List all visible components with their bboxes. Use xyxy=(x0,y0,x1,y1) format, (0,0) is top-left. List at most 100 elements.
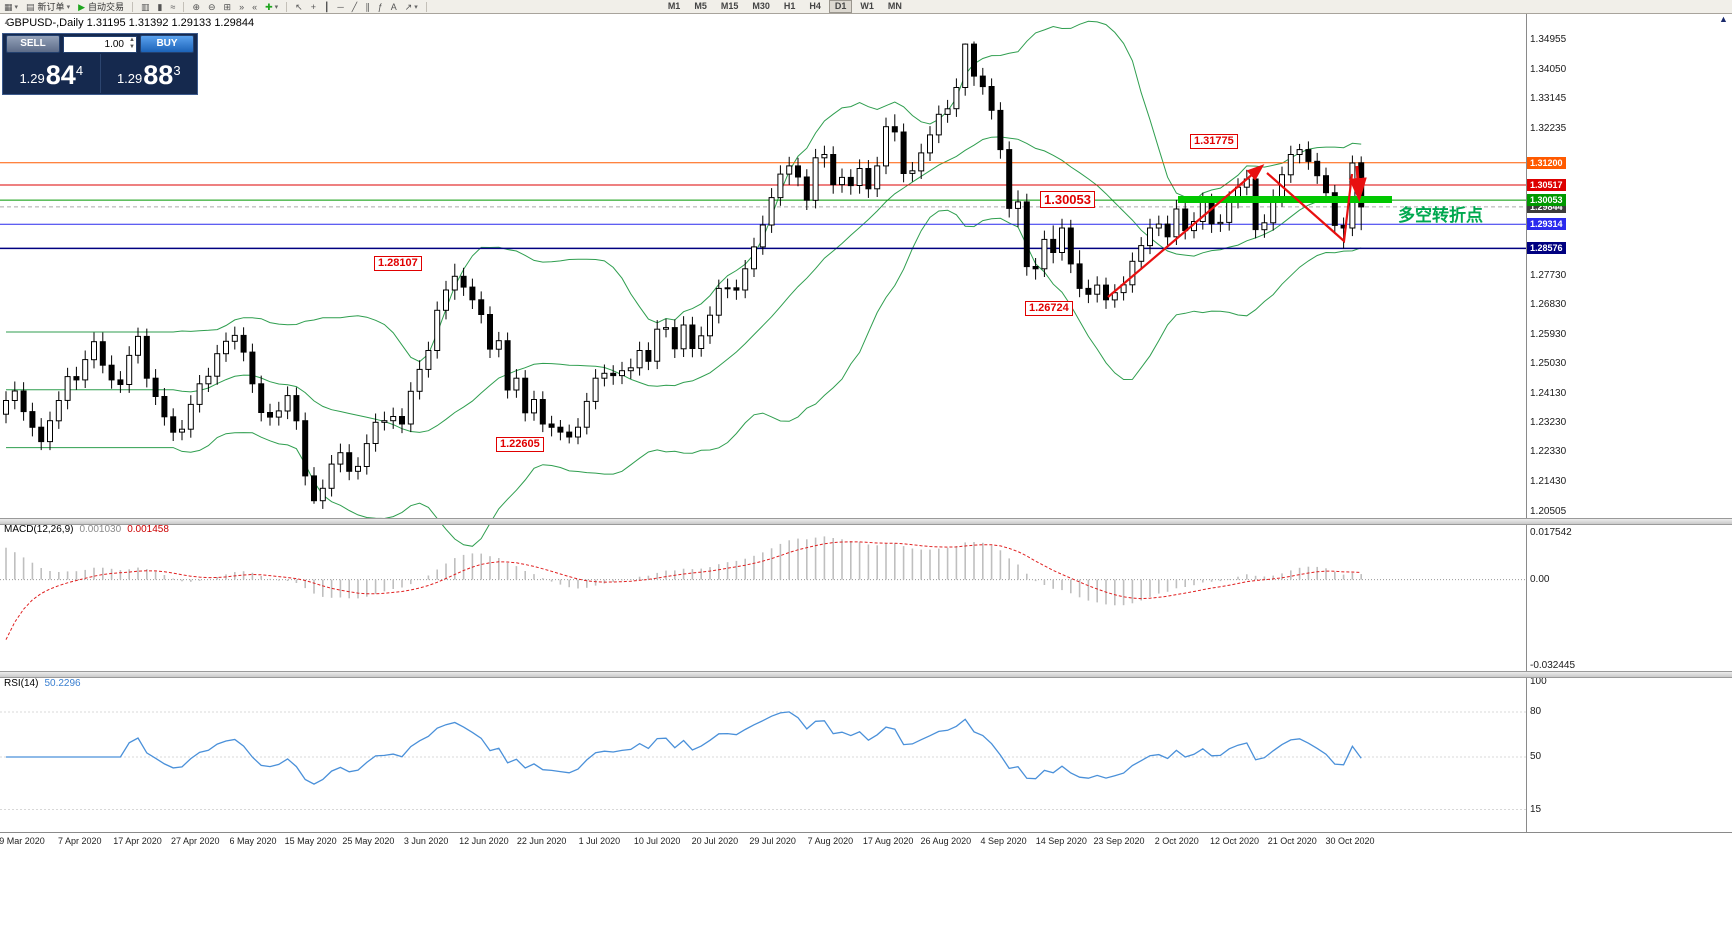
line-chart-button[interactable]: ≈ xyxy=(167,1,178,13)
timeframe-m1-button[interactable]: M1 xyxy=(667,1,681,11)
panel-splitter[interactable] xyxy=(0,518,1732,525)
toolbar: ▦ ▾ ▤ 新订单 ▾ ▶ 自动交易 ▥ ▮ ≈ ⊕ ⊖ ⊞» «✚ ▾ ↖ + ┃ ─ ╱ ∥ ƒ A ↗ ▾ M1 M5 M15… xyxy=(0,0,1732,14)
date-label: 15 May 2020 xyxy=(284,836,337,846)
cursor-icon: ↖ xyxy=(295,1,303,12)
price-note[interactable]: 1.31775 xyxy=(1190,134,1238,149)
zoom-out-icon: ⊖ xyxy=(207,1,216,12)
candles-group xyxy=(3,41,1365,509)
date-label: 10 Jul 2020 xyxy=(633,836,681,846)
timeframe-w1-button[interactable]: W1 xyxy=(860,1,874,11)
rsi-axis-tick: 50 xyxy=(1530,751,1542,762)
vertical-line-button[interactable]: ┃ xyxy=(321,1,332,13)
bollinger-middle-band xyxy=(6,136,1362,433)
zoom-out-button[interactable]: ⊖ xyxy=(205,1,219,13)
panel-splitter[interactable] xyxy=(0,671,1732,678)
date-label: 17 Apr 2020 xyxy=(113,836,162,846)
tile-windows-button[interactable]: ⊞ xyxy=(221,1,235,13)
horizontal-line-button[interactable]: ─ xyxy=(334,1,346,13)
toolbar-separator xyxy=(286,1,288,12)
lot-decrease-icon[interactable]: ▼ xyxy=(129,43,135,50)
macd-label: MACD(12,26,9) xyxy=(4,524,74,535)
one-click-toggle-icon[interactable]: ▲ xyxy=(3,17,11,26)
lot-size-input[interactable]: 1.00 ▲ ▼ xyxy=(63,35,137,53)
price-tick: 1.34050 xyxy=(1530,63,1567,75)
date-label: 22 Jun 2020 xyxy=(516,836,567,846)
date-label: 2 Oct 2020 xyxy=(1154,836,1199,846)
trend-arrow[interactable] xyxy=(1348,165,1367,202)
channel-icon: ∥ xyxy=(365,1,370,12)
caret-down-icon: ▾ xyxy=(414,3,418,11)
timeframe-mn-button[interactable]: MN xyxy=(887,1,902,11)
date-label: 6 May 2020 xyxy=(229,836,277,846)
bar-chart-button[interactable]: ▥ xyxy=(138,1,153,13)
autotrade-button[interactable]: ▶ 自动交易 xyxy=(75,1,127,13)
cursor-button[interactable]: ↖ xyxy=(292,1,306,13)
rsi-axis-tick: 100 xyxy=(1530,676,1547,687)
date-label: 14 Sep 2020 xyxy=(1035,836,1087,846)
macd-axis-tick: 0.017542 xyxy=(1530,526,1572,538)
indicators-icon: ✚ xyxy=(265,1,273,12)
timeframe-h4-button[interactable]: H4 xyxy=(809,1,821,11)
fibonacci-button[interactable]: ƒ xyxy=(375,1,386,13)
arrows-button[interactable]: ↗ ▾ xyxy=(402,1,421,13)
price-note[interactable]: 1.30053 xyxy=(1040,191,1095,208)
ask-pip-digit: 3 xyxy=(173,63,181,78)
crosshair-button[interactable]: + xyxy=(308,1,319,13)
sell-button[interactable]: SELL xyxy=(6,35,60,53)
date-label: 21 Oct 2020 xyxy=(1267,836,1317,846)
candlestick-chart-button[interactable]: ▮ xyxy=(155,1,166,13)
trendline-button[interactable]: ╱ xyxy=(349,1,360,13)
date-label: 1 Jul 2020 xyxy=(578,836,621,846)
zoom-in-button[interactable]: ⊕ xyxy=(189,1,203,13)
buy-button[interactable]: BUY xyxy=(140,35,194,53)
price-level-badge: 1.31200 xyxy=(1527,156,1566,169)
timeframe-m5-button[interactable]: M5 xyxy=(694,1,707,11)
time-axis[interactable]: 9 Mar 2020 7 Apr 2020 17 Apr 2020 27 Apr 20… xyxy=(0,832,1732,849)
vertical-line-icon: ┃ xyxy=(323,1,330,12)
crosshair-icon: + xyxy=(310,1,316,12)
fibonacci-icon: ƒ xyxy=(377,1,383,12)
lot-increase-icon[interactable]: ▲ xyxy=(129,36,135,43)
date-label: 7 Apr 2020 xyxy=(57,836,102,846)
turning-point-label[interactable]: 多空转折点 xyxy=(1398,206,1483,225)
price-level-badge: 1.29314 xyxy=(1527,218,1566,231)
price-level-badge: 1.30517 xyxy=(1527,178,1566,191)
timeframe-m30-button[interactable]: M30 xyxy=(752,1,770,11)
price-tick: 1.34955 xyxy=(1530,34,1567,45)
arrows-icon: ↗ xyxy=(404,1,413,12)
price-note[interactable]: 1.26724 xyxy=(1025,301,1073,316)
date-label: 27 Apr 2020 xyxy=(170,836,220,846)
macd-value: 0.001030 xyxy=(79,524,122,535)
bar-chart-icon: ▥ xyxy=(141,1,150,12)
horizontal-line-icon: ─ xyxy=(337,1,344,12)
text-button[interactable]: A xyxy=(388,1,400,13)
macd-axis-tick: -0.032445 xyxy=(1530,660,1576,672)
scroll-up-icon[interactable]: ▲ xyxy=(1719,14,1728,24)
rsi-label: RSI(14) xyxy=(4,678,39,689)
timeframe-h1-button[interactable]: H1 xyxy=(783,1,796,11)
chart-type-menu[interactable]: ▦ ▾ xyxy=(1,1,21,13)
channel-button[interactable]: ∥ xyxy=(362,1,373,13)
trend-arrow[interactable] xyxy=(1107,164,1265,298)
toolbar-buttons: ▦ ▾ ▤ 新订单 ▾ ▶ 自动交易 ▥ ▮ ≈ ⊕ ⊖ ⊞» «✚ ▾ ↖ + ┃ ─ ╱ ∥ ƒ A ↗ ▾ xyxy=(0,0,431,13)
price-tick: 1.27730 xyxy=(1530,270,1567,281)
text-icon: A xyxy=(390,1,397,12)
price-note[interactable]: 1.22605 xyxy=(496,437,544,452)
date-label: 3 Jun 2020 xyxy=(403,836,449,846)
turning-point-bar[interactable] xyxy=(1178,196,1392,203)
auto-scroll-button[interactable]: » xyxy=(236,1,247,13)
indicators-button[interactable]: ✚ ▾ xyxy=(262,1,281,13)
chart-shift-button[interactable]: « xyxy=(249,1,260,13)
timeframe-d1-button[interactable]: D1 xyxy=(828,0,853,13)
new-order-button[interactable]: ▤ 新订单 ▾ xyxy=(23,1,73,13)
timeframe-m15-button[interactable]: M15 xyxy=(720,1,739,11)
bid-pip-digit: 4 xyxy=(75,63,84,78)
price-level-badge: 1.28576 xyxy=(1527,242,1566,255)
date-label: 20 Jul 2020 xyxy=(691,836,739,846)
new-order-button-label: 新订单 xyxy=(37,2,65,12)
macd-histogram xyxy=(5,536,1362,606)
ask-big-digits: 88 xyxy=(143,60,174,90)
price-note[interactable]: 1.28107 xyxy=(374,256,422,271)
